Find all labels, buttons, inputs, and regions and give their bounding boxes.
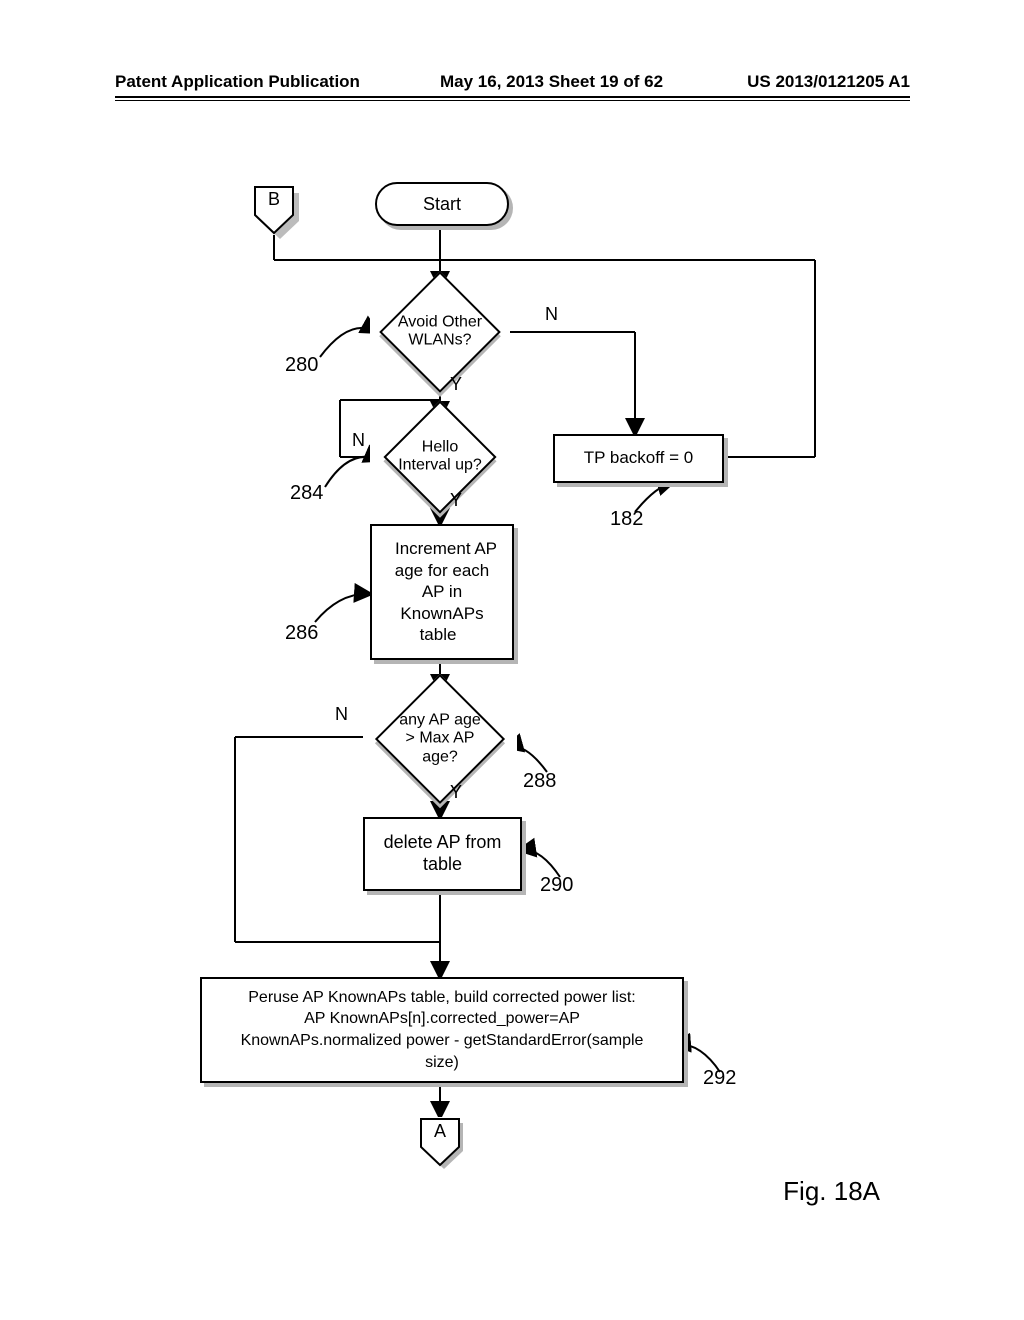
decision-avoid-wlans-label: Avoid Other WLANs? — [398, 314, 482, 351]
flowchart: B Start Avoid Other WLANs? N Y 280 TP ba… — [115, 132, 910, 1212]
process-build-power-list-label: Peruse AP KnownAPs table, build correcte… — [233, 983, 652, 1077]
ref-280: 280 — [285, 354, 318, 377]
page: Patent Application Publication May 16, 2… — [115, 72, 910, 1247]
ref-284: 284 — [290, 482, 323, 505]
branch-n-284: N — [352, 430, 365, 451]
connector-b-label: B — [253, 189, 295, 210]
process-increment-ap-age: Increment AP age for each AP in KnownAPs… — [370, 524, 514, 660]
process-build-power-list: Peruse AP KnownAPs table, build correcte… — [200, 977, 684, 1083]
ref-286: 286 — [285, 622, 318, 645]
process-increment-ap-age-label: Increment AP age for each AP in KnownAPs… — [379, 534, 505, 650]
ref-288: 288 — [523, 770, 556, 793]
process-delete-ap-label: delete AP from table — [376, 828, 510, 879]
ref-290: 290 — [540, 874, 573, 897]
decision-hello-interval: Hello Interval up? — [370, 417, 510, 497]
decision-hello-interval-label: Hello Interval up? — [398, 439, 482, 476]
start-terminator: Start — [375, 182, 509, 226]
connector-a: A — [419, 1117, 461, 1167]
process-tp-backoff-label: TP backoff = 0 — [576, 444, 701, 472]
header-rule-2 — [115, 100, 910, 101]
branch-y-288: Y — [450, 782, 462, 803]
start-label: Start — [423, 194, 461, 215]
figure-label: Fig. 18A — [783, 1176, 880, 1207]
header-left: Patent Application Publication — [115, 72, 360, 92]
branch-n-280: N — [545, 304, 558, 325]
decision-avoid-wlans: Avoid Other WLANs? — [370, 287, 510, 377]
process-delete-ap: delete AP from table — [363, 817, 522, 891]
ref-292: 292 — [703, 1067, 736, 1090]
process-tp-backoff: TP backoff = 0 — [553, 434, 724, 483]
header-rule-1 — [115, 96, 910, 98]
header-right: US 2013/0121205 A1 — [747, 72, 910, 92]
branch-y-280: Y — [450, 374, 462, 395]
connector-a-label: A — [419, 1121, 461, 1142]
branch-n-288: N — [335, 704, 348, 725]
ref-182: 182 — [610, 508, 643, 531]
decision-ap-age-max: any AP age > Max AP age? — [363, 690, 517, 788]
header-mid: May 16, 2013 Sheet 19 of 62 — [440, 72, 663, 92]
branch-y-284: Y — [450, 490, 462, 511]
decision-ap-age-max-label: any AP age > Max AP age? — [399, 711, 481, 766]
connector-b: B — [253, 185, 295, 235]
